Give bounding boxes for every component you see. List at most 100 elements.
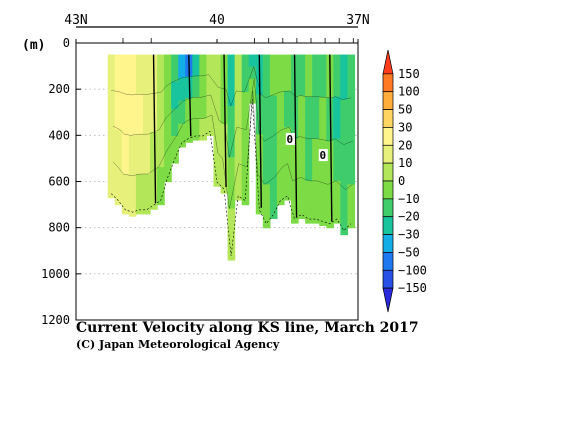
velocity-cell xyxy=(192,97,200,120)
velocity-cell xyxy=(157,92,165,131)
zero-contour xyxy=(258,54,262,208)
velocity-cell xyxy=(135,54,144,95)
velocity-cell xyxy=(150,131,158,172)
colorbar-tick-label: 0 xyxy=(398,174,405,188)
velocity-cell xyxy=(171,108,179,137)
velocity-cell xyxy=(107,161,116,199)
colorbar-swatch xyxy=(382,180,394,200)
velocity-cell xyxy=(171,81,179,110)
velocity-cell xyxy=(305,54,313,98)
velocity-cell xyxy=(171,135,179,164)
velocity-cell xyxy=(150,170,158,210)
y-axis: 0 200 400 600 800 1000 1200 xyxy=(41,36,81,327)
velocity-cell xyxy=(135,94,144,135)
zero-contour xyxy=(223,54,227,188)
x-tick-label: 37N xyxy=(346,13,369,28)
velocity-cell xyxy=(121,173,130,215)
x-tick-label: 40 xyxy=(209,13,225,28)
velocity-cell xyxy=(164,54,172,87)
velocity-cell xyxy=(347,141,356,185)
velocity-cell xyxy=(164,149,172,183)
velocity-cell xyxy=(340,189,349,236)
colorbar-tick-label: 20 xyxy=(398,138,412,152)
velocity-cell xyxy=(227,105,236,158)
colorbar-swatch xyxy=(382,252,394,271)
velocity-cell xyxy=(171,54,179,83)
colorbar-swatch xyxy=(382,287,394,313)
velocity-cell xyxy=(206,74,215,96)
velocity-cell xyxy=(276,167,285,206)
velocity-cell xyxy=(185,98,193,121)
velocity-cell xyxy=(241,129,250,168)
velocity-cell xyxy=(206,54,215,76)
velocity-cell xyxy=(312,138,320,182)
colorbar-tick-label: 100 xyxy=(398,85,420,99)
contour-label-bg xyxy=(318,149,328,162)
contour-line xyxy=(112,90,353,209)
y-tick-label: 600 xyxy=(48,175,70,189)
velocity-cell xyxy=(164,86,172,119)
y-tick-label: 200 xyxy=(48,82,70,96)
velocity-cell xyxy=(178,77,186,102)
velocity-cell xyxy=(333,96,341,140)
colorbar-tick-label: −150 xyxy=(398,281,427,295)
velocity-cell xyxy=(276,54,285,93)
velocity-field xyxy=(107,54,356,261)
y-tick-label: 1200 xyxy=(41,313,70,327)
velocity-cell xyxy=(283,90,292,128)
velocity-cell xyxy=(326,184,334,229)
velocity-cell xyxy=(269,95,278,138)
zero-contour xyxy=(152,54,157,204)
velocity-cell xyxy=(234,54,243,92)
velocity-cell xyxy=(248,78,257,92)
velocity-cell xyxy=(199,118,208,141)
velocity-cell xyxy=(206,115,215,136)
velocity-cell xyxy=(347,54,356,99)
colorbar-tick-label: −20 xyxy=(398,210,420,224)
credit-text: (C) Japan Meteorological Agency xyxy=(76,338,280,351)
velocity-cell xyxy=(234,90,243,128)
velocity-cell xyxy=(234,163,243,201)
contour-line xyxy=(111,98,352,257)
chart-title: Current Velocity along KS line, March 20… xyxy=(76,320,419,336)
velocity-cell xyxy=(305,96,313,140)
velocity-cell xyxy=(255,134,264,175)
velocity-cell xyxy=(107,126,116,163)
velocity-cell xyxy=(298,54,306,97)
y-tick-label: 400 xyxy=(48,128,70,142)
velocity-cell xyxy=(178,123,186,148)
y-tick-label: 1000 xyxy=(41,267,70,281)
velocity-cell xyxy=(291,138,299,182)
colorbar-swatch xyxy=(382,127,394,146)
velocity-cell xyxy=(276,129,285,168)
velocity-cell xyxy=(227,54,236,107)
velocity-cell xyxy=(319,54,327,98)
colorbar-swatch xyxy=(382,109,394,128)
velocity-cell xyxy=(333,54,341,98)
colorbar-swatch xyxy=(382,91,394,110)
x-tick-label: 43N xyxy=(64,13,87,28)
y-tick-label: 800 xyxy=(48,221,70,235)
velocity-cell xyxy=(142,94,151,135)
contour-line xyxy=(111,65,352,107)
velocity-cell xyxy=(213,87,222,121)
colorbar-tick-label: 50 xyxy=(398,103,412,117)
velocity-cell xyxy=(234,127,243,165)
velocity-cell xyxy=(157,54,165,93)
velocity-cell xyxy=(114,92,123,131)
velocity-cell xyxy=(305,180,313,224)
velocity-cell xyxy=(142,173,151,215)
velocity-cell xyxy=(178,54,186,79)
contour-line xyxy=(112,78,353,158)
contour-label: 0 xyxy=(319,149,326,162)
colorbar-swatch xyxy=(382,216,394,235)
velocity-cell xyxy=(340,54,349,101)
velocity-cell xyxy=(157,167,165,206)
velocity-cell xyxy=(333,180,341,224)
top-x-axis: 43N 40 37N xyxy=(64,13,370,43)
y-axis-label: (m) xyxy=(22,38,45,53)
velocity-cell xyxy=(199,97,208,120)
velocity-cell xyxy=(298,95,306,138)
velocity-cell xyxy=(319,182,327,226)
velocity-cell xyxy=(192,54,200,77)
